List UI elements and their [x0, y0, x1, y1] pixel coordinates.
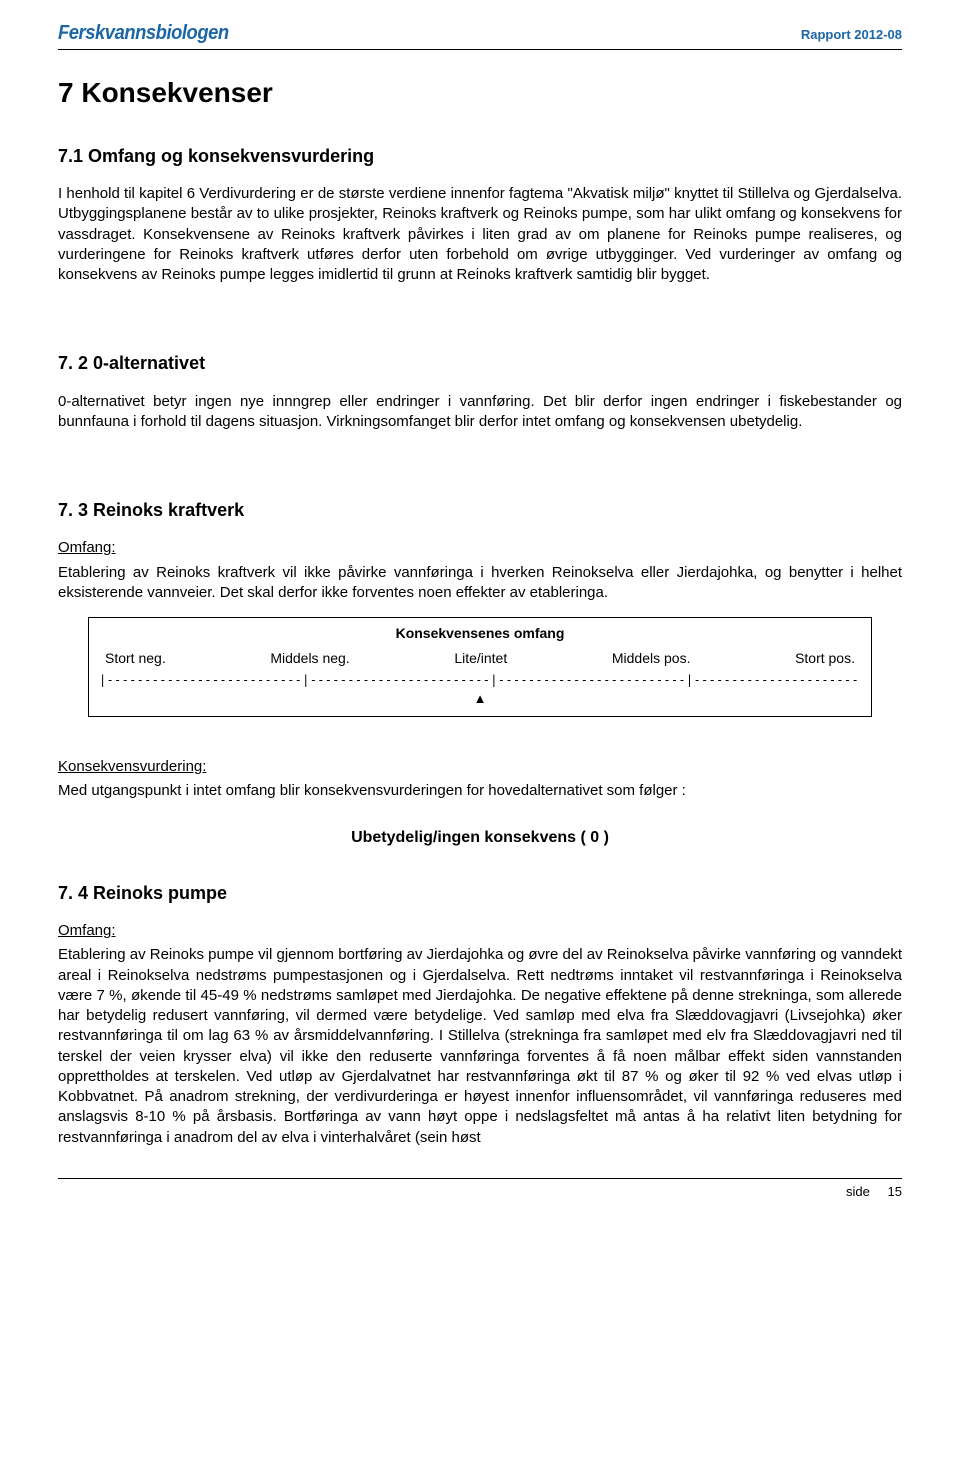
section-7-4-body: Etablering av Reinoks pumpe vil gjennom …	[58, 945, 902, 1148]
scale-label: Lite/intet	[454, 649, 507, 668]
section-7-3-title: 7. 3 Reinoks kraftverk	[58, 498, 902, 522]
scale-title: Konsekvensenes omfang	[99, 624, 861, 643]
page-title: 7 Konsekvenser	[58, 74, 902, 112]
scale-label: Middels neg.	[270, 649, 349, 668]
scale-marker-icon: ▲	[99, 690, 861, 708]
section-7-1-body: I henhold til kapitel 6 Verdivurdering e…	[58, 184, 902, 285]
section-7-2-body: 0-alternativet betyr ingen nye innngrep …	[58, 392, 902, 433]
page-footer: side 15	[58, 1178, 902, 1201]
scale-line: |--------------------------|------------…	[99, 672, 861, 688]
konsekvensvurdering-text: Med utgangspunkt i intet omfang blir kon…	[58, 781, 902, 801]
section-7-3-body: Etablering av Reinoks kraftverk vil ikke…	[58, 563, 902, 604]
omfang-label: Omfang:	[58, 921, 902, 941]
scale-labels: Stort neg. Middels neg. Lite/intet Midde…	[99, 649, 861, 668]
consequence-result: Ubetydelig/ingen konsekvens ( 0 )	[58, 827, 902, 849]
scale-label: Middels pos.	[612, 649, 691, 668]
section-7-4-title: 7. 4 Reinoks pumpe	[58, 881, 902, 905]
report-id: Rapport 2012-08	[801, 26, 902, 44]
page-number: 15	[888, 1184, 902, 1199]
footer-label: side	[846, 1184, 870, 1199]
omfang-label: Omfang:	[58, 538, 902, 558]
scale-label: Stort pos.	[795, 649, 855, 668]
section-7-1-title: 7.1 Omfang og konsekvensvurdering	[58, 144, 902, 168]
consequence-scale-box: Konsekvensenes omfang Stort neg. Middels…	[88, 617, 872, 717]
section-7-2-title: 7. 2 0-alternativet	[58, 351, 902, 375]
brand-logo: Ferskvannsbiologen	[58, 20, 229, 47]
page-header: Ferskvannsbiologen Rapport 2012-08	[58, 20, 902, 50]
scale-label: Stort neg.	[105, 649, 166, 668]
konsekvensvurdering-label: Konsekvensvurdering:	[58, 757, 902, 777]
